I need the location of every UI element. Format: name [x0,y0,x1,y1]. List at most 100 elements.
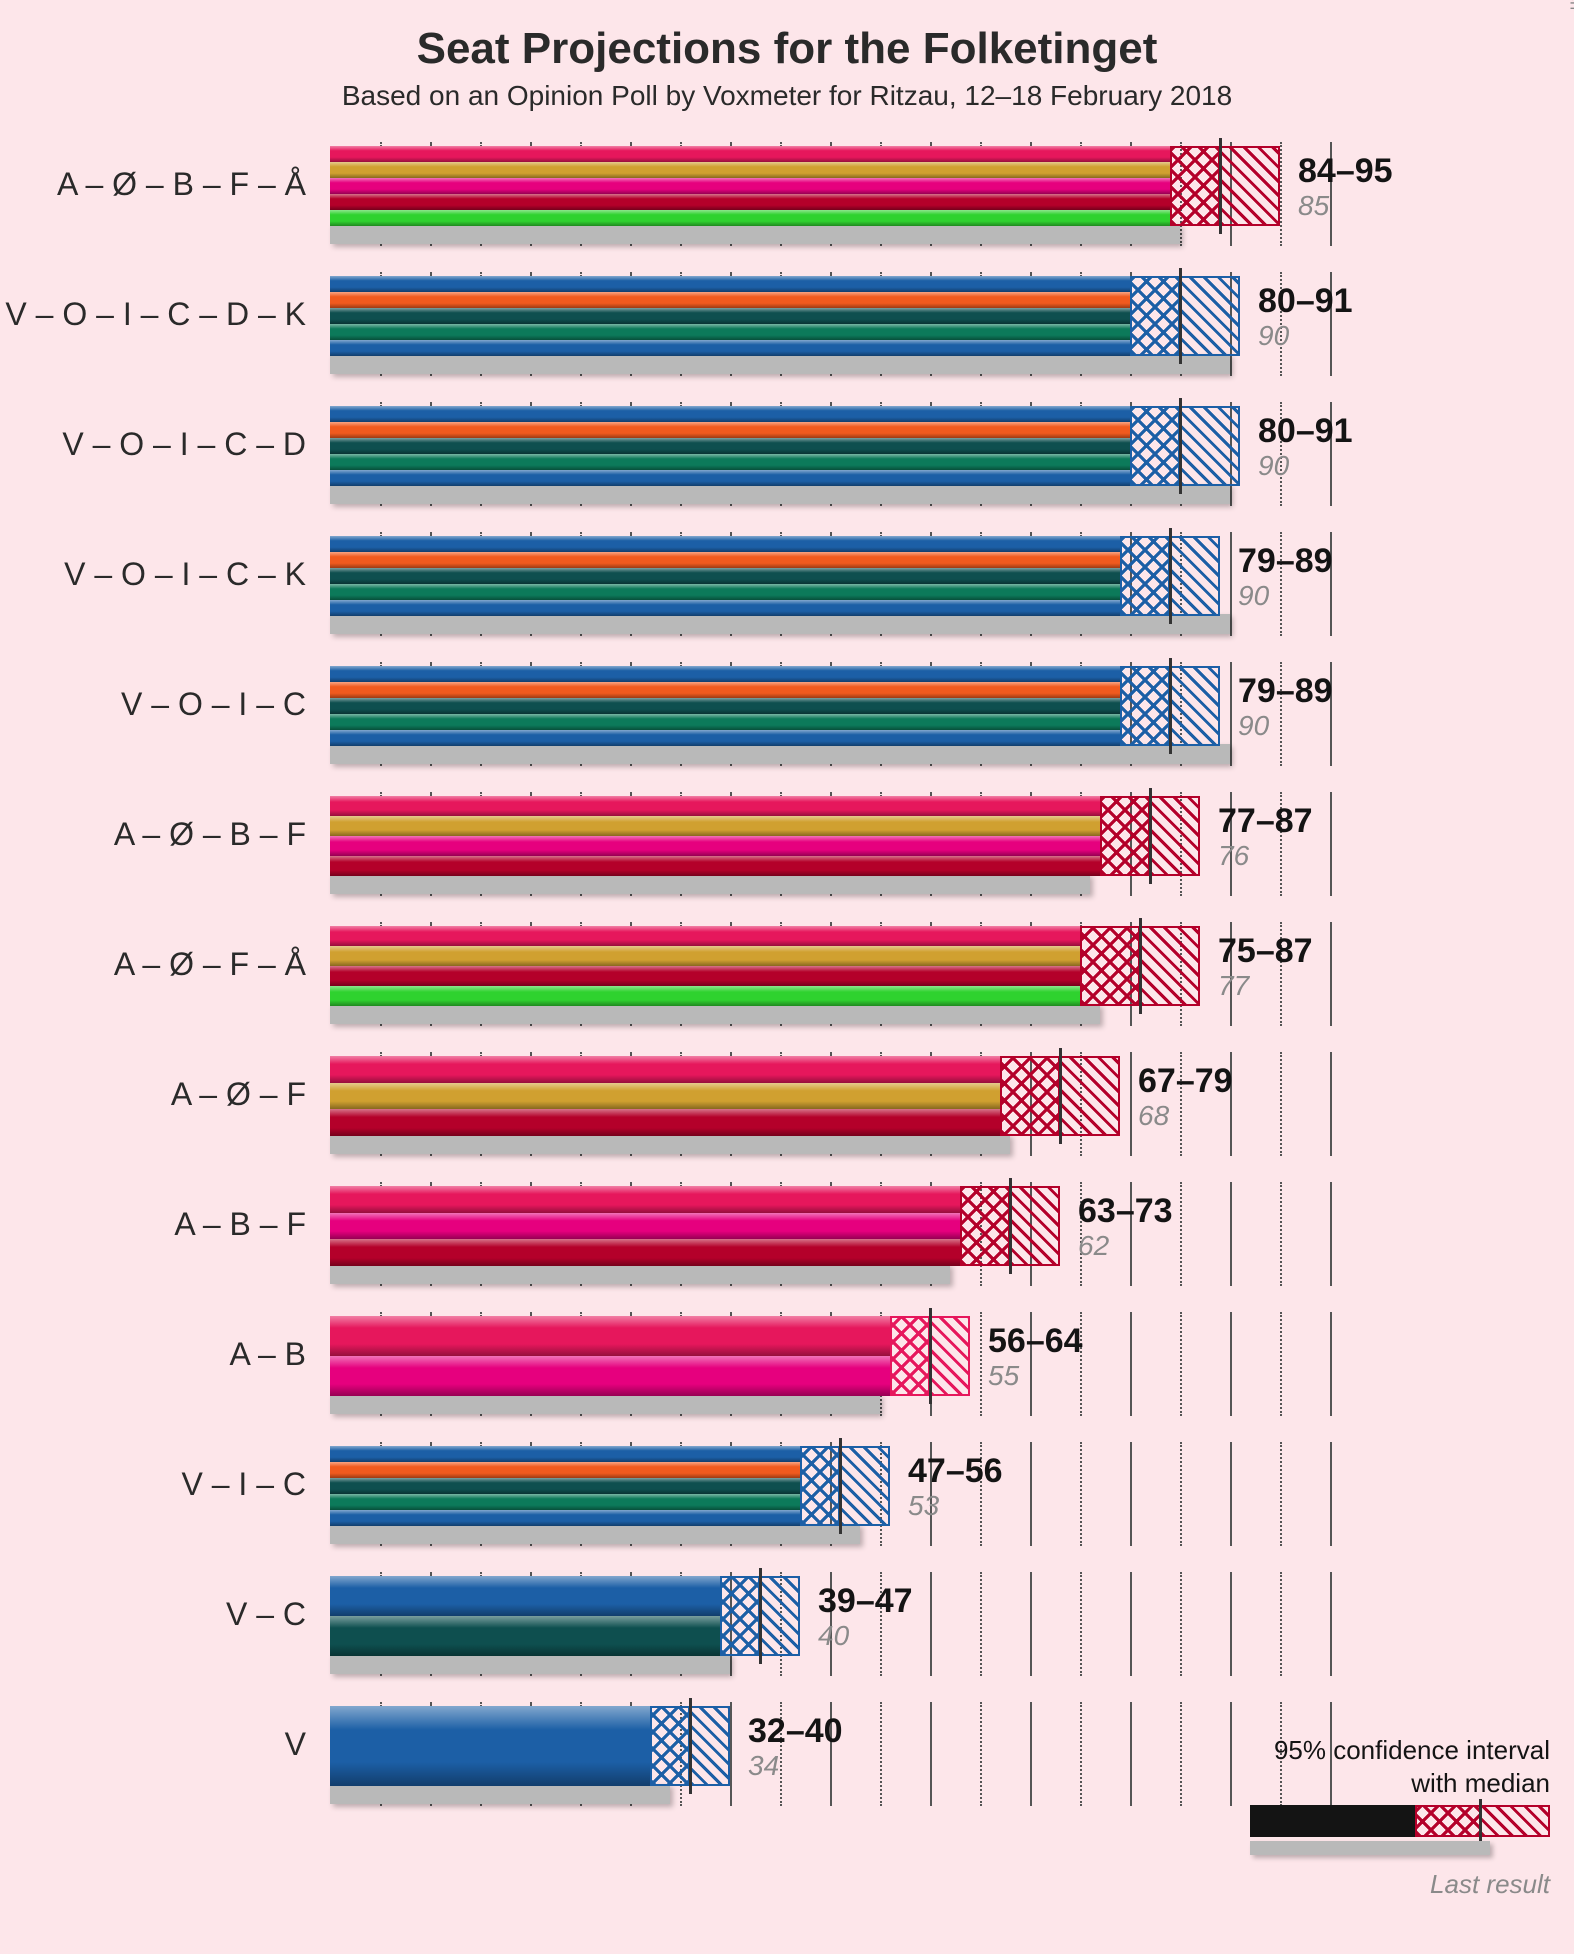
chart-subtitle: Based on an Opinion Poll by Voxmeter for… [0,80,1574,112]
bar-stripe [330,340,1130,356]
bar-stripe [330,1356,890,1396]
bar-stripe [330,682,1120,698]
median-tick [1179,268,1182,364]
bar-stripe [330,966,1080,986]
bar-stripe [330,1462,800,1478]
previous-result-bar [330,1654,730,1674]
legend-shadow [1250,1841,1490,1855]
coalition-row: V – O – I – C – D – K80–9190 [330,270,1330,400]
ci-lower-hatch [1080,926,1140,1006]
previous-label: 62 [1078,1230,1109,1262]
median-tick [1059,1048,1062,1144]
coalition-label: V – I – C [182,1466,331,1503]
legend-crosshatch [1415,1805,1481,1837]
median-tick [839,1438,842,1534]
ci-upper-hatch [1060,1056,1120,1136]
coalition-label: A – Ø – B – F [114,816,330,853]
previous-label: 34 [748,1750,779,1782]
bar-stripe [330,666,1120,682]
coalition-row: A – Ø – F – Å75–8777 [330,920,1330,1050]
coalition-label: V [285,1726,330,1763]
legend-diag [1481,1805,1550,1837]
bar-stripe [330,946,1080,966]
coalition-row: V – O – I – C – D80–9190 [330,400,1330,530]
bar-stripe [330,438,1130,454]
chart-area: A – Ø – B – F – Å84–9585V – O – I – C – … [330,130,1330,1930]
bar-stripe [330,796,1100,816]
legend-line1: 95% confidence interval [1230,1734,1550,1767]
range-label: 79–89 [1238,672,1333,711]
coalition-label: A – B – F [174,1206,330,1243]
coalition-row: V – C39–4740 [330,1570,1330,1700]
coalition-row: V – I – C47–5653 [330,1440,1330,1570]
ci-upper-hatch [840,1446,890,1526]
previous-result-bar [330,1264,950,1284]
range-label: 80–91 [1258,282,1353,321]
bar-stripe [330,1478,800,1494]
bar-stripe [330,600,1120,616]
coalition-row: V – O – I – C79–8990 [330,660,1330,790]
range-label: 39–47 [818,1582,913,1621]
median-tick [1009,1178,1012,1274]
previous-result-bar [330,1004,1100,1024]
range-label: 32–40 [748,1712,843,1751]
previous-label: 90 [1238,710,1269,742]
previous-label: 85 [1298,190,1329,222]
bar-stripe [330,1446,800,1462]
previous-label: 90 [1238,580,1269,612]
chart-title: Seat Projections for the Folketinget [0,24,1574,74]
previous-label: 40 [818,1620,849,1652]
ci-upper-hatch [690,1706,730,1786]
coalition-row: A – Ø – F67–7968 [330,1050,1330,1180]
range-label: 47–56 [908,1452,1003,1491]
coalition-label: A – Ø – B – F – Å [57,166,330,203]
median-tick [1169,528,1172,624]
coalition-row: A – B – F63–7362 [330,1180,1330,1310]
median-tick [1149,788,1152,884]
range-label: 56–64 [988,1322,1083,1361]
coalition-label: V – C [226,1596,330,1633]
previous-result-bar [330,1394,880,1414]
bar-stripe [330,856,1100,876]
bar-stripe [330,308,1130,324]
coalition-label: V – O – I – C – D [62,426,330,463]
previous-result-bar [330,224,1180,244]
ci-lower-hatch [1130,276,1180,356]
bar-stripe [330,470,1130,486]
median-tick [759,1568,762,1664]
bar-stripe [330,986,1080,1006]
bar-stripe [330,422,1130,438]
bar-stripe [330,146,1170,162]
bar-stripe [330,1186,960,1213]
bar-stripe [330,194,1170,210]
ci-lower-hatch [960,1186,1010,1266]
bar-stripe [330,1056,1000,1083]
previous-label: 90 [1258,320,1289,352]
ci-lower-hatch [800,1446,840,1526]
ci-upper-hatch [1170,536,1220,616]
ci-upper-hatch [1220,146,1280,226]
coalition-row: V32–4034 [330,1700,1330,1830]
bar-stripe [330,276,1130,292]
ci-upper-hatch [760,1576,800,1656]
bar-stripe [330,1510,800,1526]
legend-solid [1250,1805,1415,1837]
previous-label: 77 [1218,970,1249,1002]
previous-result-bar [330,484,1230,504]
bar-stripe [330,162,1170,178]
coalition-label: A – Ø – F [171,1076,330,1113]
coalition-label: V – O – I – C – K [64,556,330,593]
bar-stripe [330,926,1080,946]
ci-lower-hatch [1120,536,1170,616]
bar-stripe [330,324,1130,340]
ci-lower-hatch [1130,406,1180,486]
bar-stripe [330,178,1170,194]
bar-stripe [330,816,1100,836]
ci-upper-hatch [1140,926,1200,1006]
ci-lower-hatch [890,1316,930,1396]
coalition-label: A – B [230,1336,331,1373]
median-tick [1219,138,1222,234]
ci-upper-hatch [1180,276,1240,356]
bar-stripe [330,552,1120,568]
coalition-row: A – Ø – B – F – Å84–9585 [330,140,1330,270]
